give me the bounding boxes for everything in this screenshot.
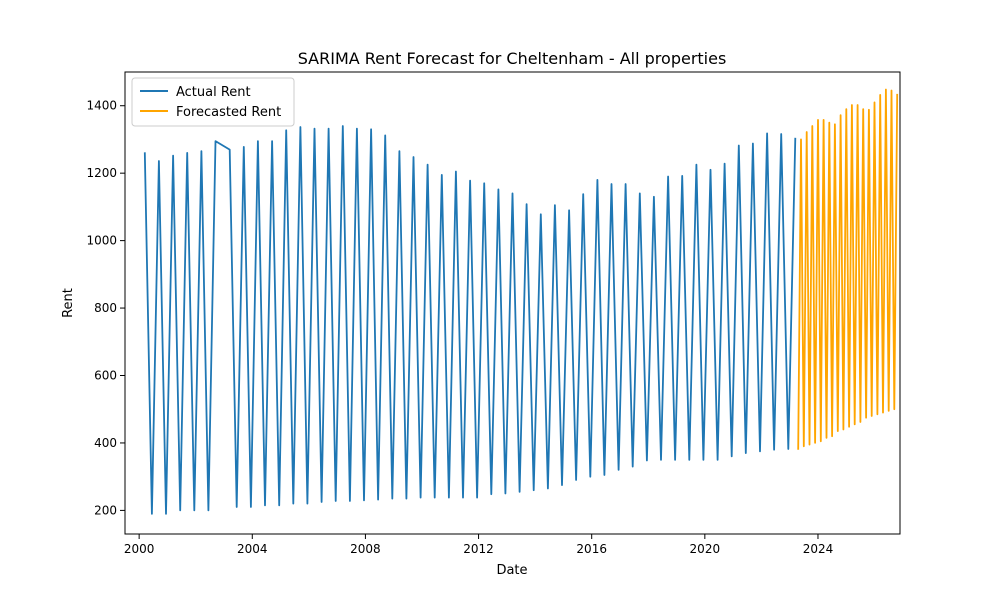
x-axis-label: Date bbox=[496, 563, 527, 578]
legend-box bbox=[131, 77, 295, 127]
x-tick-label: 2012 bbox=[463, 542, 494, 556]
y-axis: 200 400 600 800 1000 1200 1400 bbox=[86, 99, 125, 517]
y-tick-label: 1000 bbox=[86, 234, 117, 248]
y-tick-label: 1200 bbox=[86, 166, 117, 180]
y-tick-label: 800 bbox=[94, 301, 117, 315]
series-layer bbox=[143, 88, 899, 515]
x-tick-label: 2016 bbox=[576, 542, 607, 556]
legend-label-forecasted-rent: Forecasted Rent bbox=[176, 105, 281, 120]
plot-area bbox=[124, 71, 901, 535]
x-tick-label: 2004 bbox=[237, 542, 268, 556]
legend-label-actual-rent: Actual Rent bbox=[176, 85, 251, 100]
y-tick-label: 1400 bbox=[86, 99, 117, 113]
legend: Actual Rent Forecasted Rent bbox=[131, 77, 295, 127]
series-line-actual-rent bbox=[143, 125, 797, 515]
y-tick-label: 200 bbox=[94, 503, 117, 517]
y-tick-label: 400 bbox=[94, 436, 117, 450]
chart-title: SARIMA Rent Forecast for Cheltenham - Al… bbox=[298, 49, 727, 68]
x-tick-label: 2000 bbox=[124, 542, 155, 556]
series-line-forecasted-rent bbox=[797, 88, 899, 450]
x-axis: 2000 2004 2008 2012 2016 2020 2024 bbox=[124, 534, 833, 556]
x-tick-label: 2020 bbox=[690, 542, 721, 556]
y-tick-label: 600 bbox=[94, 369, 117, 383]
x-tick-label: 2008 bbox=[350, 542, 381, 556]
x-tick-label: 2024 bbox=[803, 542, 834, 556]
y-axis-label: Rent bbox=[61, 288, 76, 318]
